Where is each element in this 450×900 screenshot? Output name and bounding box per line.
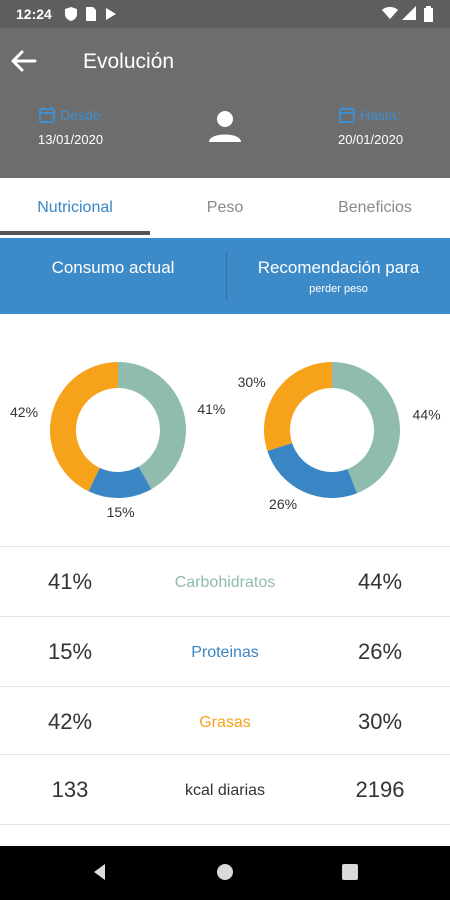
current-value: 133 (51, 777, 89, 802)
date-to-value: 20/01/2020 (338, 132, 404, 147)
calendar-icon (39, 107, 55, 123)
recommended-value: 26% (357, 639, 403, 664)
donut-slice-grasas (49, 362, 118, 492)
status-time: 12:24 (16, 6, 52, 22)
recommendation-label: Recomendación para perder peso (227, 258, 450, 295)
current-value: 42% (47, 709, 93, 734)
stats-row: 41% Carbohidratos 44% (0, 546, 450, 616)
recommended-value: 2196 (355, 777, 405, 802)
date-to-label: Hasta: (360, 107, 401, 123)
divider (0, 824, 450, 825)
donut-label: 41% (197, 401, 225, 417)
donut-slice-proteinas (267, 442, 358, 498)
date-from[interactable]: Desde: 13/01/2020 (38, 106, 104, 147)
donut-slice-carbohidratos (332, 362, 400, 494)
donut-charts: 41% 15% 42% 44% 26% 30% (10, 362, 441, 520)
donut-label: 15% (107, 504, 135, 520)
battery-icon (424, 6, 433, 22)
current-consumption-label: Consumo actual (51, 258, 175, 277)
donut-label: 26% (269, 496, 297, 512)
tab-nutricional[interactable]: Nutricional (37, 199, 113, 216)
donut-label: 30% (238, 374, 266, 390)
tab-peso[interactable]: Peso (206, 199, 244, 216)
date-to[interactable]: Hasta: 20/01/2020 (338, 106, 403, 147)
nutrient-label: kcal diarias (184, 782, 266, 799)
recents-nav-icon[interactable] (340, 862, 360, 882)
donut-label: 44% (413, 407, 441, 423)
tab-bar: Nutricional Peso Beneficios (0, 178, 450, 236)
back-nav-icon[interactable] (90, 862, 110, 882)
stats-row: 15% Proteinas 26% (0, 616, 450, 686)
app-header: Evolución Desde: 13/01/2020 Hasta: (0, 28, 450, 178)
recommended-value: 44% (357, 569, 403, 594)
recommended-value: 30% (357, 709, 403, 734)
page-title: Evolución (83, 50, 175, 73)
status-bar: 12:24 (0, 0, 450, 28)
current-value: 15% (47, 639, 93, 664)
nutrient-label: Carbohidratos (174, 574, 276, 591)
stats-row: 133 kcal diarias 2196 (0, 754, 450, 824)
person-icon[interactable] (207, 108, 243, 144)
nutrient-label: Grasas (199, 714, 251, 731)
wifi-icon (382, 7, 398, 19)
charts-area: 41% 15% 42% 44% 26% 30% (0, 314, 450, 546)
donut-slice-proteinas (88, 466, 152, 498)
tab-beneficios[interactable]: Beneficios (338, 199, 412, 216)
donut-label: 42% (10, 404, 38, 420)
navigation-bar (0, 846, 450, 900)
home-nav-icon[interactable] (215, 862, 235, 882)
nutrient-label: Proteinas (191, 644, 259, 661)
back-arrow-icon[interactable] (8, 46, 38, 76)
play-store-icon (106, 8, 116, 20)
recommendation-subtitle: perder peso (309, 283, 368, 295)
sim-icon (86, 7, 96, 21)
donut-slice-grasas (264, 362, 332, 452)
comparison-header: Consumo actual Recomendación para perder… (0, 238, 450, 314)
donut-slice-carbohidratos (118, 362, 186, 490)
tab-indicator (0, 231, 150, 235)
recommendation-title: Recomendación para (257, 258, 420, 277)
current-value: 41% (47, 569, 93, 594)
shield-icon (65, 7, 77, 21)
stats-row: 42% Grasas 30% (0, 686, 450, 756)
divider (226, 252, 227, 300)
date-from-label: Desde: (60, 107, 105, 123)
calendar-icon (339, 107, 355, 123)
signal-icon (402, 6, 416, 20)
date-from-value: 13/01/2020 (38, 132, 104, 147)
